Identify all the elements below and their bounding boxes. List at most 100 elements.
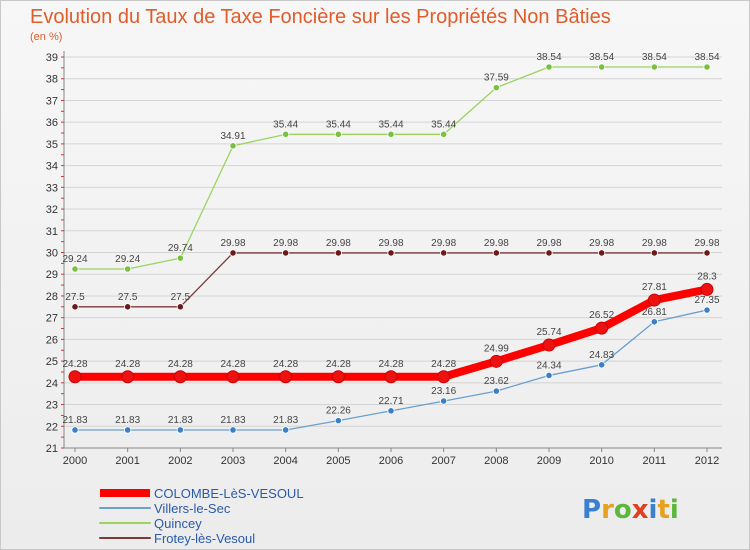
data-label: 35.44 xyxy=(378,119,403,130)
data-label: 35.44 xyxy=(326,119,351,130)
x-tick-label: 2003 xyxy=(221,455,245,467)
series-3: 27.5 27.5 27.5 29.98 29.98 29.98 29.98 29.98 29.… xyxy=(65,238,720,311)
x-tick-label: 2005 xyxy=(326,455,350,467)
data-label: 35.44 xyxy=(273,119,298,130)
data-label: 29.74 xyxy=(168,243,193,254)
data-label: 24.28 xyxy=(168,359,193,370)
data-label: 38.54 xyxy=(694,52,719,63)
x-tick-label: 2002 xyxy=(168,455,192,467)
data-label: 21.83 xyxy=(115,415,140,426)
y-tick-label: 39 xyxy=(46,52,58,64)
data-label: 25.74 xyxy=(536,327,561,338)
legend-label: Villers-le-Sec xyxy=(154,501,231,516)
data-point xyxy=(650,249,658,257)
y-tick-label: 37 xyxy=(46,95,58,107)
data-point xyxy=(492,387,500,395)
series-group: 21.83 21.83 21.83 21.83 21.83 22.26 22.71 23.16… xyxy=(62,52,720,434)
x-tick-label: 2011 xyxy=(643,455,667,467)
data-point xyxy=(492,84,500,92)
proxiti-logo: Proxiti xyxy=(582,495,679,525)
data-label: 21.83 xyxy=(220,415,245,426)
data-label: 21.83 xyxy=(273,415,298,426)
data-label: 28.3 xyxy=(697,271,717,282)
data-label: 24.28 xyxy=(220,359,245,370)
data-label: 27.5 xyxy=(65,292,85,303)
logo-text: Proxiti xyxy=(582,495,679,525)
data-label: 27.81 xyxy=(642,282,667,293)
y-tick-label: 28 xyxy=(46,291,58,303)
data-label: 37.59 xyxy=(484,73,509,84)
x-tick-label: 2009 xyxy=(537,455,561,467)
data-point xyxy=(331,370,345,384)
y-tick-label: 22 xyxy=(46,421,58,433)
data-label: 26.81 xyxy=(642,307,667,318)
data-point xyxy=(176,303,184,311)
data-point xyxy=(650,318,658,326)
data-point xyxy=(124,426,132,434)
data-point xyxy=(71,303,79,311)
y-tick-label: 21 xyxy=(46,443,58,455)
data-label: 29.98 xyxy=(273,238,298,249)
data-label: 29.24 xyxy=(62,254,87,265)
y-tick-label: 33 xyxy=(46,182,58,194)
data-point xyxy=(124,303,132,311)
y-tick-label: 31 xyxy=(46,226,58,238)
data-label: 29.98 xyxy=(220,238,245,249)
y-tick-label: 36 xyxy=(46,117,58,129)
data-label: 22.71 xyxy=(378,396,403,407)
data-label: 29.98 xyxy=(431,238,456,249)
axes: 21 22 23 24 25 26 27 28 29 30 31 32 33 34 35 36 37 38 39 20… xyxy=(46,51,722,467)
data-point xyxy=(598,249,606,257)
data-label: 24.28 xyxy=(273,359,298,370)
data-label: 23.62 xyxy=(484,376,509,387)
y-tick-label: 29 xyxy=(46,269,58,281)
y-tick-label: 27 xyxy=(46,313,58,325)
x-tick-label: 2010 xyxy=(589,455,613,467)
data-point xyxy=(595,321,609,335)
data-label: 29.98 xyxy=(589,238,614,249)
data-point xyxy=(440,130,448,138)
data-point xyxy=(282,249,290,257)
data-point xyxy=(703,63,711,71)
data-point xyxy=(121,370,135,384)
data-point xyxy=(229,249,237,257)
y-tick-label: 34 xyxy=(46,161,58,173)
data-label: 24.28 xyxy=(326,359,351,370)
data-label: 38.54 xyxy=(589,52,614,63)
x-tick-label: 2012 xyxy=(695,455,719,467)
data-point xyxy=(440,397,448,405)
data-point xyxy=(387,130,395,138)
data-label: 27.5 xyxy=(171,292,191,303)
data-label: 24.99 xyxy=(484,343,509,354)
data-point xyxy=(173,370,187,384)
data-point xyxy=(226,370,240,384)
data-label: 29.98 xyxy=(642,238,667,249)
data-point xyxy=(387,407,395,415)
data-point xyxy=(176,426,184,434)
y-tick-label: 32 xyxy=(46,204,58,216)
data-point xyxy=(334,130,342,138)
data-point xyxy=(545,249,553,257)
data-label: 29.24 xyxy=(115,254,140,265)
x-tick-label: 2001 xyxy=(115,455,139,467)
data-point xyxy=(334,417,342,425)
data-label: 27.35 xyxy=(694,295,719,306)
y-tick-label: 24 xyxy=(46,378,58,390)
y-tick-label: 25 xyxy=(46,356,58,368)
data-point xyxy=(545,371,553,380)
data-point xyxy=(703,249,711,257)
data-point xyxy=(650,63,658,71)
series-0: 24.28 24.28 24.28 24.28 24.28 24.28 24.28 24.28… xyxy=(62,271,717,384)
data-point xyxy=(440,249,448,257)
data-label: 24.28 xyxy=(378,359,403,370)
data-point xyxy=(703,306,711,314)
data-label: 22.26 xyxy=(326,406,351,417)
data-point xyxy=(700,282,714,296)
data-point xyxy=(282,130,290,138)
data-point xyxy=(71,265,79,273)
data-point xyxy=(229,142,237,150)
y-tick-label: 23 xyxy=(46,400,58,412)
data-point xyxy=(387,249,395,257)
data-point xyxy=(124,265,132,273)
